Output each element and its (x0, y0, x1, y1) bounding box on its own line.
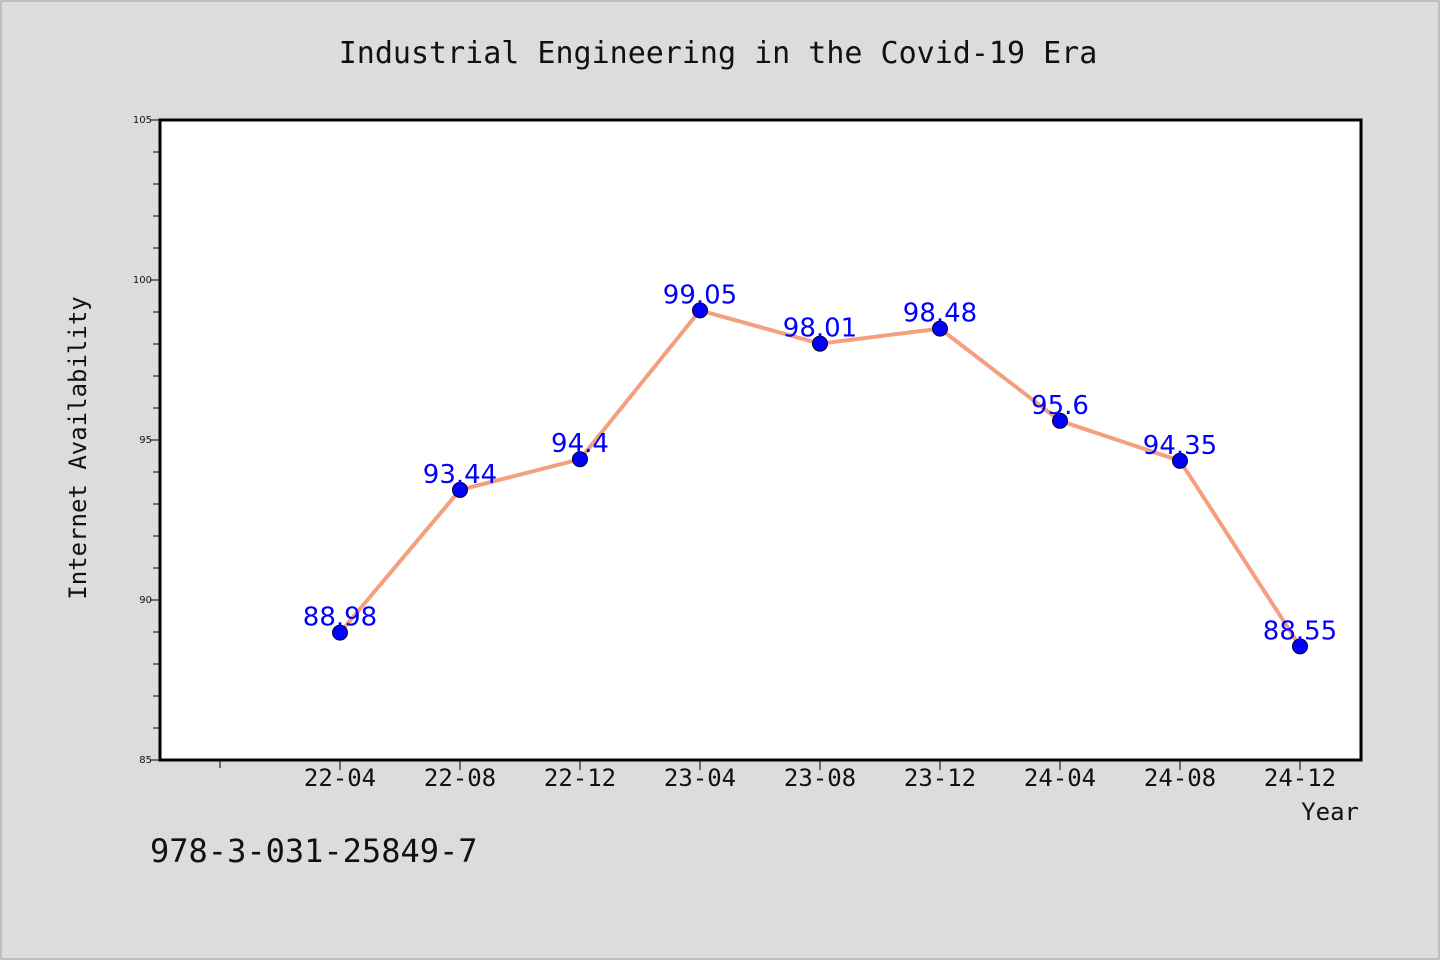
y-tick-label: 90 (139, 595, 152, 606)
data-markers (332, 302, 1308, 655)
data-label: 99.05 (663, 280, 737, 310)
isbn-text: 978-3-031-25849-7 (150, 832, 478, 870)
data-label: 93.44 (423, 460, 497, 490)
x-tick-label: 24-08 (1144, 764, 1216, 792)
data-label: 88.98 (303, 603, 377, 633)
y-axis-label: Internet Availability (64, 296, 92, 599)
data-point (1172, 452, 1188, 469)
data-point (572, 451, 588, 468)
data-point (1292, 638, 1308, 655)
data-point (932, 320, 948, 337)
data-point (332, 624, 348, 641)
y-tick-label: 95 (139, 435, 152, 446)
y-tick-label: 100 (133, 275, 152, 286)
data-label: 98.48 (903, 299, 977, 329)
chart-title: Industrial Engineering in the Covid-19 E… (339, 36, 1098, 71)
x-tick-label: 22-08 (424, 764, 496, 792)
x-axis: 22-04 22-08 22-12 23-04 23-08 23-12 24-04 24-08… (219, 760, 1336, 792)
data-point (452, 481, 468, 498)
x-tick-label: 22-04 (304, 764, 376, 792)
x-tick-label: 23-04 (664, 764, 736, 792)
data-label: 98.01 (783, 314, 857, 344)
x-tick-label: 23-12 (904, 764, 976, 792)
data-point (692, 302, 708, 319)
y-tick-label: 85 (139, 755, 152, 766)
x-tick-label: 24-04 (1024, 764, 1096, 792)
data-label: 94.35 (1143, 431, 1217, 461)
x-tick-label: 24-12 (1264, 764, 1336, 792)
x-axis-label: Year (1301, 798, 1359, 826)
y-tick-label: 105 (133, 115, 152, 126)
y-axis: 85 90 95 100 105 (133, 115, 160, 766)
data-label: 88.55 (1263, 616, 1337, 646)
plot-area (158, 118, 1363, 762)
data-point (1052, 412, 1068, 429)
data-label: 95.6 (1031, 391, 1089, 421)
x-tick-label: 22-12 (544, 764, 616, 792)
data-labels: 88.98 93.44 94.4 99.05 98.01 98.48 95.6 94.35 88… (303, 280, 1337, 646)
data-point (812, 335, 828, 352)
x-tick-label: 23-08 (784, 764, 856, 792)
data-label: 94.4 (551, 429, 609, 459)
